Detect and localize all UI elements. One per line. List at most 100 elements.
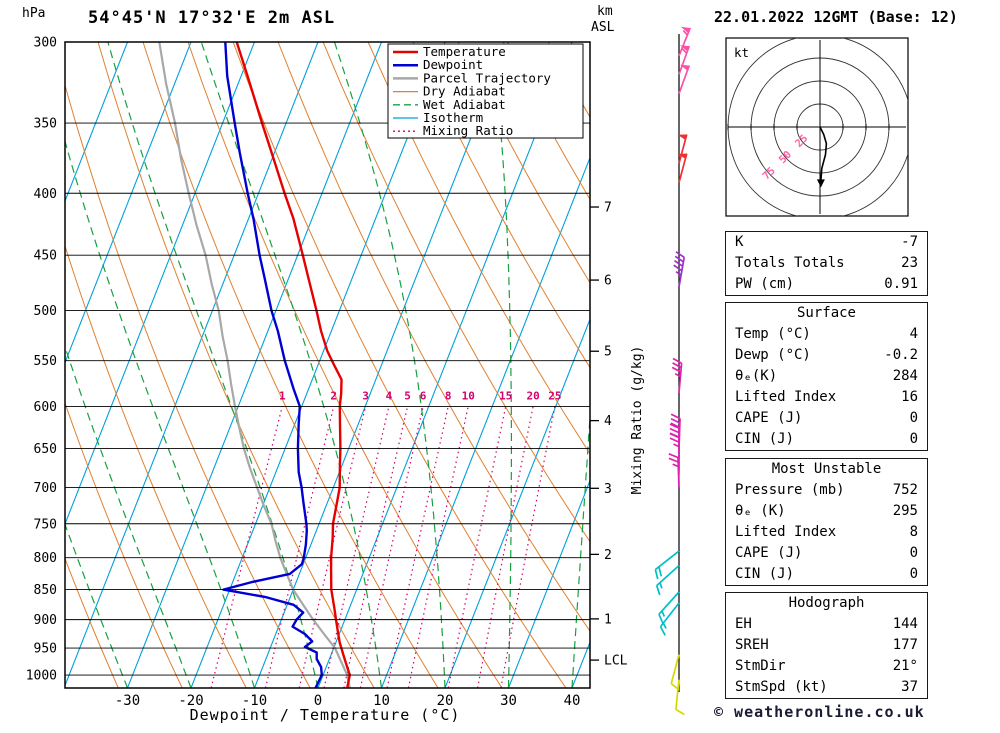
svg-text:400: 400 (34, 187, 57, 202)
svg-text:300: 300 (34, 36, 57, 51)
table-row: Pressure (mb) 752 (726, 480, 927, 501)
svg-text:8: 8 (445, 389, 452, 402)
lcl-label: LCL (604, 654, 628, 669)
plot-frame (64, 41, 591, 689)
mixing-ratio-lines (210, 406, 556, 688)
svg-text:600: 600 (34, 400, 57, 415)
table-row: Totals Totals 23 (726, 253, 927, 274)
wind-barb (671, 357, 683, 394)
most-unstable-table-header: Most Unstable (771, 461, 882, 477)
svg-text:20: 20 (437, 693, 454, 709)
svg-text:750: 750 (34, 517, 57, 532)
svg-text:-20: -20 (178, 693, 203, 709)
wind-barb (673, 251, 686, 288)
table-row: θₑ(K) 284 (726, 366, 927, 387)
svg-text:2: 2 (604, 548, 612, 563)
svg-text:6: 6 (420, 389, 427, 402)
stat-value: 752 (892, 482, 918, 498)
stat-value: 23 (901, 255, 918, 271)
table-row: StmDir 21° (726, 656, 927, 677)
stat-label: K (735, 234, 744, 250)
svg-text:450: 450 (34, 249, 57, 264)
stat-value: 4 (909, 326, 918, 342)
surface-table-header: Surface (796, 305, 856, 321)
stat-value: -0.2 (884, 347, 918, 363)
svg-text:1: 1 (279, 389, 286, 402)
stat-label: θₑ (K) (735, 503, 786, 519)
svg-text:350: 350 (34, 117, 57, 132)
svg-text:Parcel Trajectory: Parcel Trajectory (423, 70, 551, 85)
svg-text:950: 950 (34, 642, 57, 657)
hodograph-table-header: Hodograph (788, 595, 865, 611)
svg-text:5: 5 (604, 345, 612, 360)
stat-value: 0 (909, 545, 918, 561)
svg-text:40: 40 (564, 693, 581, 709)
dewpoint-curve (222, 42, 323, 688)
stat-label: StmSpd (kt) (735, 679, 828, 695)
table-row: SREH 177 (726, 635, 927, 656)
stat-value: 0 (909, 410, 918, 426)
wind-barb (659, 602, 680, 636)
wind-barb (668, 453, 680, 488)
stat-label: CIN (J) (735, 566, 795, 582)
wind-barb (658, 591, 680, 624)
stat-label: CAPE (J) (735, 545, 803, 561)
wind-barb (669, 432, 680, 468)
stat-value: 0 (909, 431, 918, 447)
svg-text:7: 7 (604, 201, 612, 216)
hodograph-trace (819, 126, 828, 181)
stat-label: PW (cm) (735, 276, 795, 292)
wind-barb (677, 153, 688, 183)
table-row: CIN (J) 0 (726, 564, 927, 585)
wind-barb (678, 64, 691, 94)
dry-adiabats (65, 42, 590, 688)
table-row: CAPE (J) 0 (726, 408, 927, 429)
wind-barb (675, 679, 685, 716)
stat-label: EH (735, 616, 752, 632)
svg-text:4: 4 (604, 414, 612, 429)
svg-text:Dry Adiabat: Dry Adiabat (423, 84, 506, 99)
stat-label: Totals Totals (735, 255, 845, 271)
km-axis: 1 2 3 4 5 6 7 LCL (590, 201, 628, 669)
stat-label: Lifted Index (735, 389, 837, 405)
svg-text:5: 5 (404, 389, 411, 402)
stat-value: -7 (901, 234, 918, 250)
svg-text:900: 900 (34, 613, 57, 628)
svg-text:700: 700 (34, 481, 57, 496)
svg-text:6: 6 (604, 274, 612, 289)
table-row: θₑ (K) 295 (726, 501, 927, 522)
stat-label: Lifted Index (735, 524, 837, 540)
svg-text:500: 500 (34, 304, 57, 319)
stat-value: 21° (892, 658, 918, 674)
stat-label: CIN (J) (735, 431, 795, 447)
stat-value: 0.91 (884, 276, 918, 292)
stat-value: 8 (909, 524, 918, 540)
wind-barb (678, 45, 691, 75)
hodograph-unit: kt (734, 45, 749, 60)
run-date-title: 22.01.2022 12GMT (Base: 12) (714, 8, 958, 26)
stat-label: SREH (735, 637, 769, 653)
stat-label: StmDir (735, 658, 786, 674)
table-row: Lifted Index 8 (726, 522, 927, 543)
stat-value: 284 (892, 368, 918, 384)
svg-text:Isotherm: Isotherm (423, 110, 483, 125)
svg-text:20: 20 (527, 389, 540, 402)
stat-label: θₑ(K) (735, 368, 778, 384)
altitude-axis-unit-km: km (597, 4, 613, 19)
table-row: StmSpd (kt) 37 (726, 677, 927, 698)
svg-text:0: 0 (314, 693, 322, 709)
wind-barb (678, 26, 692, 57)
svg-text:2: 2 (330, 389, 337, 402)
svg-text:25: 25 (548, 389, 561, 402)
svg-text:10: 10 (462, 389, 475, 402)
svg-text:3: 3 (604, 482, 612, 497)
svg-text:-30: -30 (115, 693, 140, 709)
table-row: Dewp (°C) -0.2 (726, 345, 927, 366)
svg-text:-10: -10 (242, 693, 267, 709)
indices-table: K -7 Totals Totals 23 PW (cm) 0.91 (725, 231, 928, 296)
wind-barb (654, 550, 680, 580)
svg-text:1: 1 (604, 612, 612, 627)
